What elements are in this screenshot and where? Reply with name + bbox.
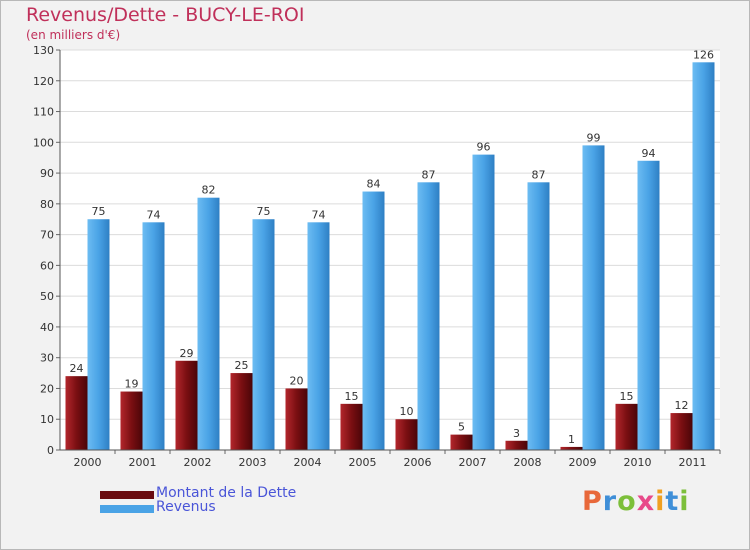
y-tick-label-90: 90 bbox=[40, 167, 54, 180]
bar-revenus-2002 bbox=[197, 197, 220, 450]
data-label-dette-2006: 10 bbox=[400, 405, 414, 418]
data-label-dette-2008: 3 bbox=[513, 427, 520, 440]
x-tick-label-2011: 2011 bbox=[679, 456, 707, 469]
bar-revenus-2011 bbox=[692, 62, 715, 451]
data-label-dette-2007: 5 bbox=[458, 421, 465, 434]
bar-revenus-2008 bbox=[527, 182, 550, 451]
logo-letter: x bbox=[636, 486, 656, 517]
data-label-dette-2000: 24 bbox=[70, 362, 84, 375]
bar-revenus-2004 bbox=[307, 222, 330, 450]
legend-swatch-revenus bbox=[100, 505, 154, 513]
y-tick-label-120: 120 bbox=[33, 75, 54, 88]
grid-lines bbox=[60, 49, 720, 420]
bar-dette-2009 bbox=[560, 446, 583, 450]
bar-dette-2008 bbox=[505, 440, 528, 450]
data-label-revenus-2008: 87 bbox=[532, 168, 546, 181]
bar-revenus-2006 bbox=[417, 182, 440, 451]
data-label-revenus-2003: 75 bbox=[257, 205, 271, 218]
logo-letter: t bbox=[665, 486, 680, 517]
bar-revenus-2010 bbox=[637, 160, 660, 450]
logo-letter: o bbox=[617, 486, 637, 517]
data-label-revenus-2009: 99 bbox=[587, 131, 601, 144]
data-label-dette-2011: 12 bbox=[675, 399, 689, 412]
x-tick-label-2003: 2003 bbox=[239, 456, 267, 469]
bar-dette-2003 bbox=[230, 373, 253, 450]
x-tick-label-2005: 2005 bbox=[349, 456, 377, 469]
proxiti-logo: Proxiti bbox=[582, 486, 690, 517]
data-label-dette-2001: 19 bbox=[125, 378, 139, 391]
y-tick-label-0: 0 bbox=[47, 444, 54, 457]
x-tick-label-2000: 2000 bbox=[74, 456, 102, 469]
x-tick-label-2004: 2004 bbox=[294, 456, 322, 469]
bar-dette-2007 bbox=[450, 434, 473, 450]
data-label-dette-2002: 29 bbox=[180, 347, 194, 360]
bar-revenus-2000 bbox=[87, 219, 110, 450]
bar-dette-2000 bbox=[65, 376, 88, 450]
data-label-revenus-2002: 82 bbox=[202, 184, 216, 197]
y-tick-label-60: 60 bbox=[40, 259, 54, 272]
y-tick-label-10: 10 bbox=[40, 413, 54, 426]
legend-label-revenus: Revenus bbox=[156, 499, 216, 515]
bar-dette-2005 bbox=[340, 403, 363, 450]
x-tick-label-2010: 2010 bbox=[624, 456, 652, 469]
data-label-revenus-2001: 74 bbox=[147, 208, 161, 221]
data-label-revenus-2000: 75 bbox=[92, 205, 106, 218]
y-tick-label-30: 30 bbox=[40, 352, 54, 365]
data-label-revenus-2007: 96 bbox=[477, 141, 491, 154]
y-tick-label-100: 100 bbox=[33, 136, 54, 149]
x-tick-label-2002: 2002 bbox=[184, 456, 212, 469]
y-tick-label-80: 80 bbox=[40, 198, 54, 211]
bar-dette-2001 bbox=[120, 391, 143, 450]
x-tick-label-2007: 2007 bbox=[459, 456, 487, 469]
data-label-revenus-2004: 74 bbox=[312, 208, 326, 221]
x-tick-label-2009: 2009 bbox=[569, 456, 597, 469]
bar-revenus-2009 bbox=[582, 145, 605, 450]
logo-letter: i bbox=[655, 486, 666, 517]
data-label-revenus-2011: 126 bbox=[693, 48, 714, 61]
plot-background bbox=[60, 50, 720, 450]
data-label-dette-2009: 1 bbox=[568, 433, 575, 446]
legend-swatch-dette bbox=[100, 491, 154, 499]
bar-dette-2011 bbox=[670, 413, 693, 450]
legend-label-dette: Montant de la Dette bbox=[156, 485, 297, 501]
chart-title: Revenus/Dette - BUCY-LE-ROI bbox=[26, 4, 305, 26]
bar-dette-2010 bbox=[615, 403, 638, 450]
data-label-revenus-2010: 94 bbox=[642, 147, 656, 160]
bar-revenus-2007 bbox=[472, 154, 495, 450]
plot-area bbox=[60, 50, 720, 450]
data-label-revenus-2006: 87 bbox=[422, 168, 436, 181]
bar-revenus-2001 bbox=[142, 222, 165, 450]
y-tick-label-110: 110 bbox=[33, 106, 54, 119]
bar-dette-2006 bbox=[395, 419, 418, 450]
y-tick-label-50: 50 bbox=[40, 290, 54, 303]
data-label-dette-2004: 20 bbox=[290, 374, 304, 387]
y-tick-label-70: 70 bbox=[40, 229, 54, 242]
logo-letter: r bbox=[602, 486, 618, 517]
chart-subtitle: (en milliers d'€) bbox=[26, 28, 121, 42]
bars: 24 75 19 74 29 82 25 75 20 74 15 84 10 87 5 96 3 87 1 99 15 9… bbox=[65, 48, 715, 451]
bar-revenus-2003 bbox=[252, 219, 275, 450]
data-label-dette-2005: 15 bbox=[345, 390, 359, 403]
y-tick-label-130: 130 bbox=[33, 44, 54, 57]
bar-dette-2002 bbox=[175, 360, 198, 450]
x-tick-label-2008: 2008 bbox=[514, 456, 542, 469]
logo-letter: P bbox=[582, 486, 603, 517]
data-label-dette-2003: 25 bbox=[235, 359, 249, 372]
data-label-dette-2010: 15 bbox=[620, 390, 634, 403]
x-tick-label-2006: 2006 bbox=[404, 456, 432, 469]
x-tick-label-2001: 2001 bbox=[129, 456, 157, 469]
bar-dette-2004 bbox=[285, 388, 308, 450]
data-label-revenus-2005: 84 bbox=[367, 178, 381, 191]
y-tick-label-40: 40 bbox=[40, 321, 54, 334]
y-tick-label-20: 20 bbox=[40, 382, 54, 395]
bar-revenus-2005 bbox=[362, 191, 385, 451]
logo-letter: i bbox=[679, 486, 690, 517]
